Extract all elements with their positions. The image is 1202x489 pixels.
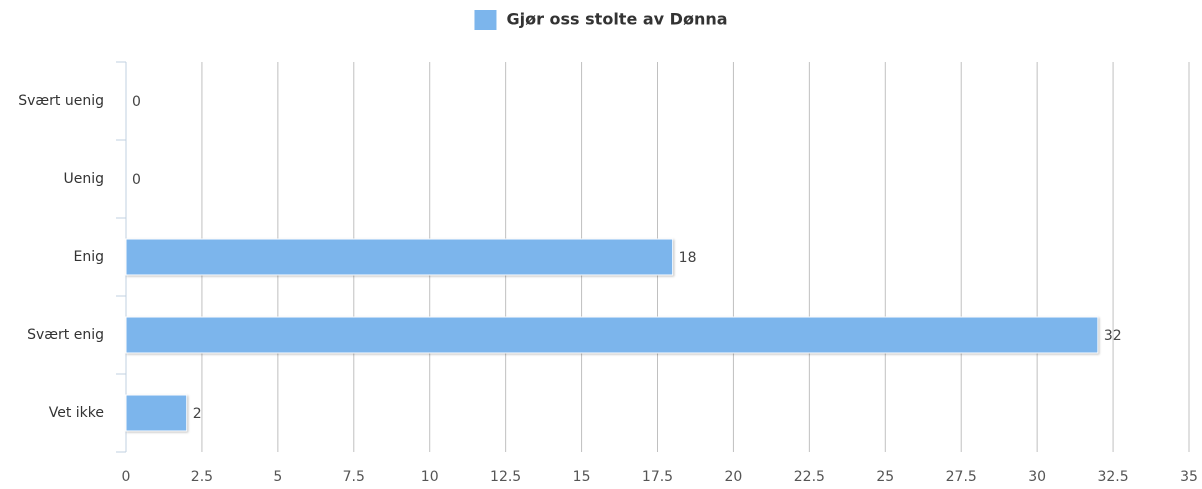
x-tick-label: 27.5 bbox=[946, 469, 977, 485]
data-label: 32 bbox=[1104, 328, 1122, 344]
data-label: 2 bbox=[193, 406, 202, 422]
x-tick-label: 5 bbox=[273, 469, 282, 485]
y-tick-label: Vet ikke bbox=[49, 405, 104, 421]
y-tick-label: Svært uenig bbox=[18, 93, 104, 109]
data-label: 0 bbox=[132, 172, 141, 188]
data-label: 18 bbox=[679, 250, 697, 266]
bar bbox=[125, 238, 674, 276]
x-tick-label: 20 bbox=[725, 469, 743, 485]
x-tick-label: 2.5 bbox=[191, 469, 213, 485]
y-tick-label: Uenig bbox=[63, 171, 104, 187]
bar bbox=[125, 316, 1099, 354]
x-tick-label: 15 bbox=[573, 469, 591, 485]
x-tick-label: 17.5 bbox=[642, 469, 673, 485]
x-tick-label: 30 bbox=[1028, 469, 1046, 485]
y-tick-label: Enig bbox=[74, 249, 105, 265]
x-tick-label: 22.5 bbox=[794, 469, 825, 485]
y-tick-label: Svært enig bbox=[27, 327, 104, 343]
x-tick-label: 0 bbox=[122, 469, 131, 485]
x-tick-label: 25 bbox=[876, 469, 894, 485]
data-label: 0 bbox=[132, 94, 141, 110]
bar bbox=[125, 394, 188, 432]
x-tick-label: 7.5 bbox=[343, 469, 365, 485]
x-tick-label: 12.5 bbox=[490, 469, 521, 485]
legend-swatch bbox=[474, 10, 497, 30]
x-tick-label: 10 bbox=[421, 469, 439, 485]
legend-label: Gjør oss stolte av Dønna bbox=[506, 10, 727, 29]
x-tick-label: 35 bbox=[1180, 469, 1198, 485]
x-tick-label: 32.5 bbox=[1097, 469, 1128, 485]
